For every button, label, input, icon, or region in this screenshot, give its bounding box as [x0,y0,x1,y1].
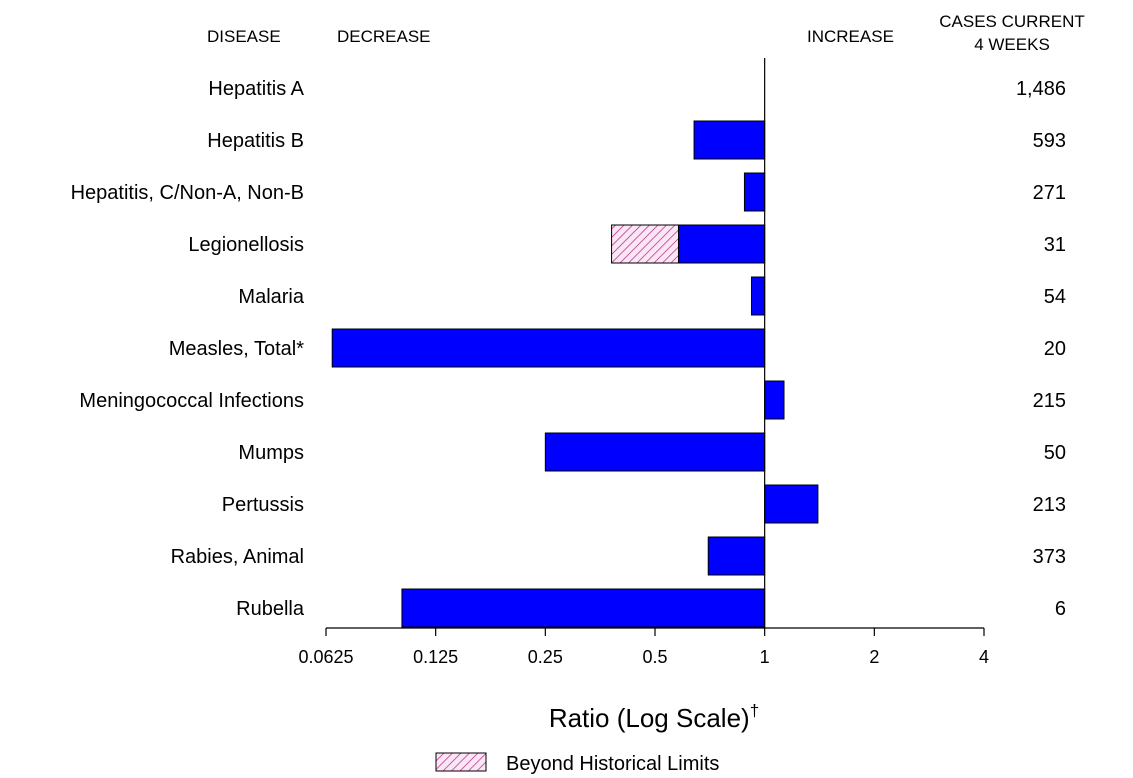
header-cases-line2: 4 WEEKS [974,35,1050,54]
disease-label: Hepatitis, C/Non-A, Non-B [71,182,304,204]
case-count: 373 [1033,546,1066,568]
disease-label: Pertussis [222,494,304,516]
case-count: 31 [1044,234,1066,256]
disease-label: Mumps [238,442,304,464]
disease-label: Rabies, Animal [171,546,304,568]
case-count: 54 [1044,286,1066,308]
header-decrease: DECREASE [337,27,431,46]
disease-labels-group: Hepatitis A Hepatitis B Hepatitis, C/Non-A… [71,78,305,620]
bar [331,328,766,368]
case-count: 1,486 [1016,78,1066,100]
disease-label: Malaria [238,286,304,308]
x-tick-label: 2 [869,647,879,667]
header-cases-line1: CASES CURRENT [939,12,1084,31]
disease-label: Hepatitis A [208,78,304,100]
x-axis-title: Ratio (Log Scale)† [549,701,759,733]
x-tick-label: 1 [760,647,770,667]
disease-label: Legionellosis [188,234,304,256]
header-increase: INCREASE [807,27,894,46]
header-disease: DISEASE [207,27,281,46]
bar [707,536,766,576]
case-count: 50 [1044,442,1066,464]
bar [544,432,766,472]
case-count: 20 [1044,338,1066,360]
case-count: 6 [1055,598,1066,620]
x-tick-label: 0.0625 [298,647,353,667]
legend-swatch [435,752,487,772]
x-axis-title-text: Ratio (Log Scale) [549,703,750,733]
bar [401,588,766,628]
bar-beyond-limits [611,224,679,264]
disease-label: Measles, Total* [169,338,304,360]
bar [677,224,766,264]
bar [764,484,819,524]
x-axis-title-dagger: † [750,701,759,720]
case-count: 213 [1033,494,1066,516]
disease-label: Meningococcal Infections [79,390,304,412]
legend-label: Beyond Historical Limits [506,753,719,775]
case-counts-group: 1,486 593 271 31 54 20 215 50 213 373 6 [1016,78,1066,620]
case-count: 271 [1033,182,1066,204]
x-axis-ticks: 0.0625 0.125 0.25 0.5 1 2 4 [298,628,989,667]
bars-group [331,120,819,628]
bar [693,120,766,160]
bar [743,172,766,212]
x-tick-label: 0.125 [413,647,458,667]
x-tick-label: 0.5 [642,647,667,667]
disease-label: Rubella [236,598,305,620]
bar [764,380,785,420]
case-count: 215 [1033,390,1066,412]
case-count: 593 [1033,130,1066,152]
bar [750,276,766,316]
x-tick-label: 0.25 [528,647,563,667]
x-tick-label: 4 [979,647,989,667]
disease-label: Hepatitis B [207,130,304,152]
